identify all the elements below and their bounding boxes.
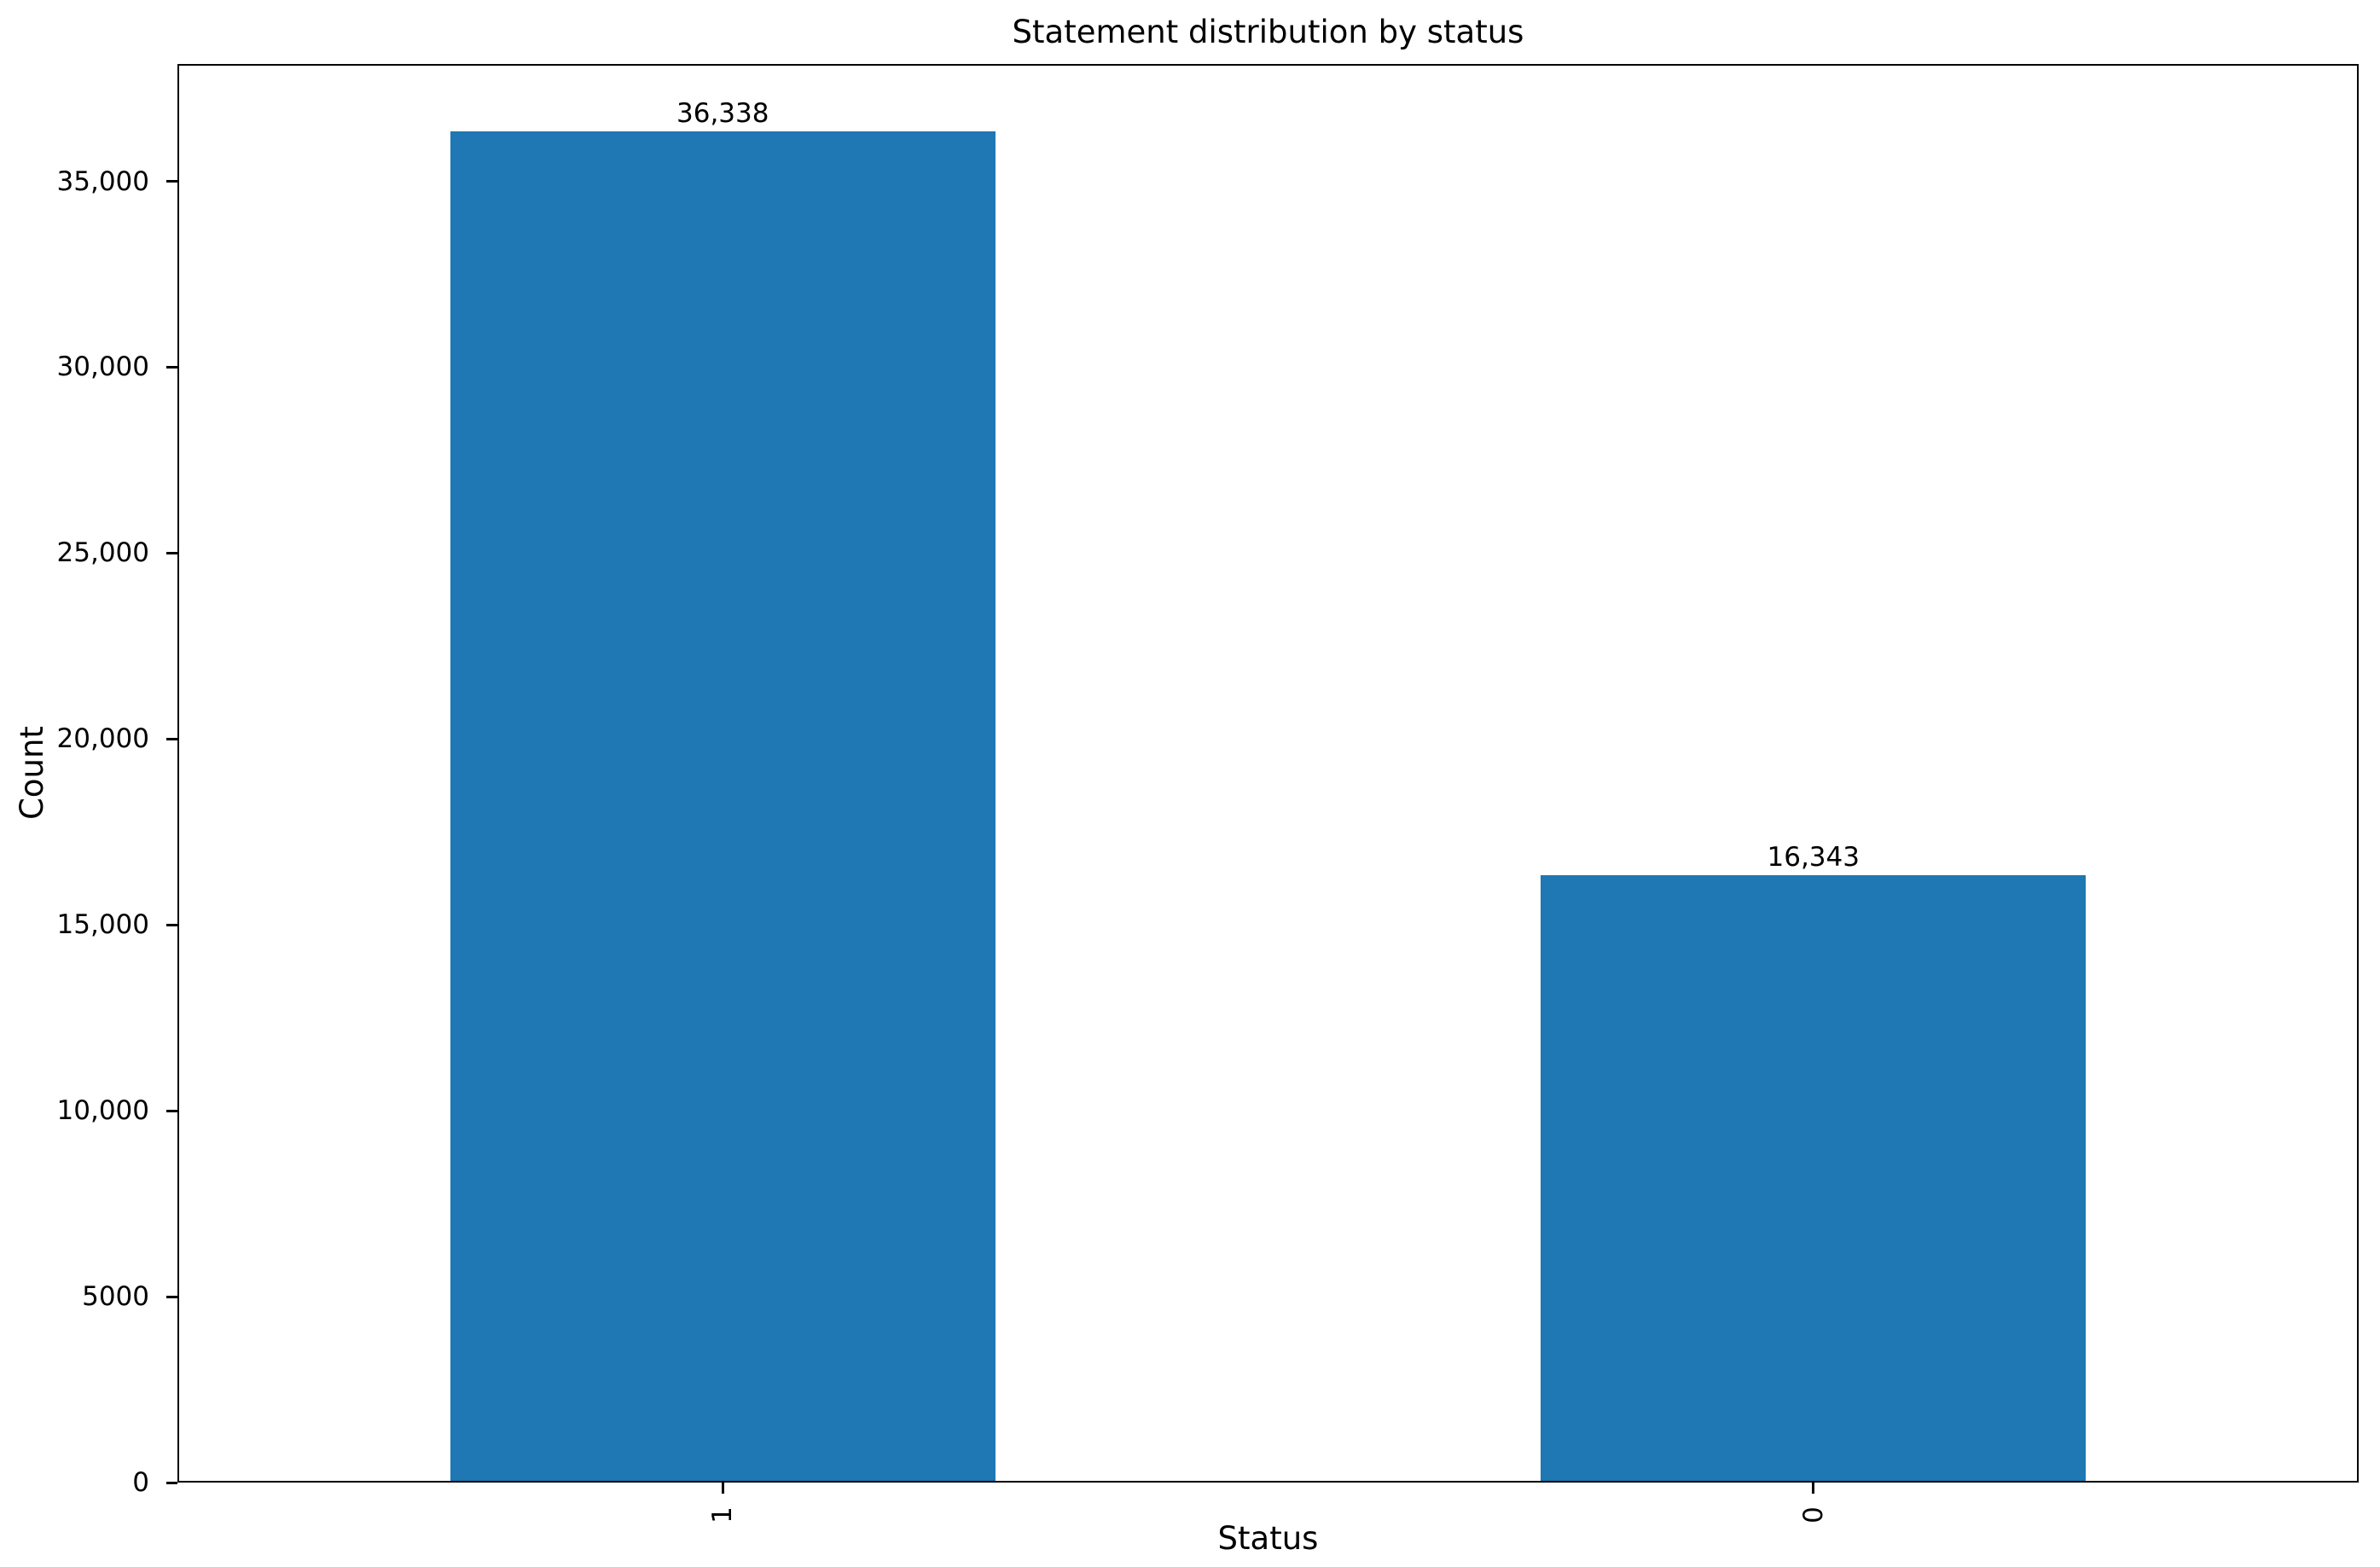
y-tick-mark (166, 737, 177, 740)
bar-value-label: 36,338 (676, 98, 769, 130)
y-tick-mark (166, 923, 177, 926)
y-tick-label: 0 (132, 1467, 149, 1498)
y-tick-label: 10,000 (56, 1095, 149, 1127)
x-axis-label: Status (1217, 1520, 1319, 1557)
y-tick-label: 30,000 (56, 351, 149, 383)
y-tick-mark (166, 180, 177, 183)
y-tick-mark (166, 1295, 177, 1298)
y-tick-mark (166, 551, 177, 554)
y-tick-mark (166, 365, 177, 369)
y-axis-label: Count (14, 726, 50, 820)
y-tick-label: 15,000 (56, 909, 149, 941)
x-tick-mark (1812, 1483, 1815, 1494)
chart-title: Statement distribution by status (1012, 14, 1524, 50)
y-tick-label: 35,000 (56, 165, 149, 197)
x-tick-mark (721, 1483, 724, 1494)
y-tick-label: 20,000 (56, 723, 149, 755)
y-tick-label: 25,000 (56, 537, 149, 569)
y-tick-label: 5000 (82, 1281, 149, 1313)
plot-area (177, 64, 2359, 1483)
bar-value-label: 16,343 (1767, 841, 1860, 873)
bar-category-1 (450, 131, 996, 1483)
y-tick-mark (166, 1481, 177, 1484)
y-tick-mark (166, 1109, 177, 1112)
bar-category-0 (1541, 874, 2087, 1483)
